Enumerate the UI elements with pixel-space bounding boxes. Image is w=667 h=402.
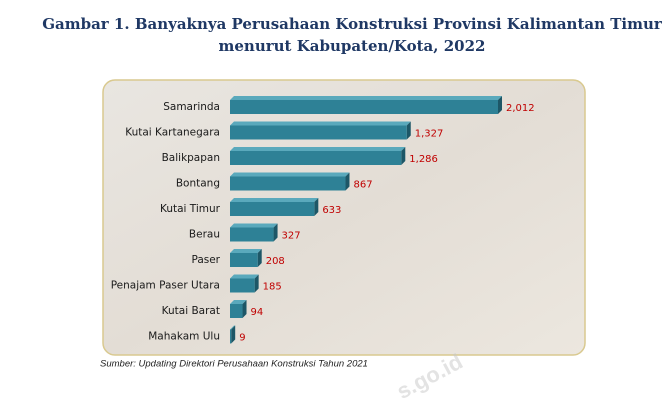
bar-top <box>230 121 411 126</box>
bar-top <box>230 172 350 177</box>
bar <box>230 274 259 293</box>
bar <box>230 198 319 216</box>
bar-side <box>273 223 278 242</box>
bar-side <box>345 172 350 191</box>
bar-side <box>406 121 411 140</box>
category-label: Mahakam Ulu <box>148 331 220 343</box>
plot-background <box>102 79 586 356</box>
bar <box>230 96 502 114</box>
bar-top <box>230 223 278 228</box>
bar-face <box>230 304 243 318</box>
bar <box>230 172 350 191</box>
bar <box>230 325 236 344</box>
bar-face <box>230 125 407 140</box>
bar-face <box>230 151 402 165</box>
bar <box>230 121 411 140</box>
category-label: Penajam Paser Utara <box>111 280 220 292</box>
bar-side <box>257 249 262 267</box>
chart-title: menurut Kabupaten/Kota, 2022 <box>219 37 486 55</box>
source: Sumber: Updating Direktori Perusahaan Ko… <box>100 359 368 370</box>
bar <box>230 249 262 267</box>
bar-face <box>230 202 315 216</box>
category-label: Samarinda <box>163 101 220 113</box>
bar-side <box>498 96 502 114</box>
watermark: s.go.id <box>392 349 466 402</box>
bar-face <box>230 176 346 191</box>
value-label: 185 <box>263 282 282 293</box>
bar-side <box>231 325 236 344</box>
bar-top <box>230 249 262 253</box>
bar <box>230 300 247 318</box>
bar-side <box>314 198 319 216</box>
bar-face <box>230 100 498 114</box>
bar-top <box>230 274 259 279</box>
category-label: Bontang <box>176 178 220 190</box>
category-label: Kutai Kartanegara <box>125 127 220 139</box>
bar-top <box>230 300 247 304</box>
category-label: Berau <box>189 229 220 241</box>
bar-top <box>230 325 236 330</box>
bar-top <box>230 96 502 100</box>
value-label: 208 <box>266 256 285 267</box>
value-label: 633 <box>322 205 341 216</box>
bar <box>230 147 406 165</box>
category-label: Paser <box>191 254 220 266</box>
value-label: 2,012 <box>506 103 535 114</box>
bar <box>230 223 278 242</box>
bar-face <box>230 253 258 267</box>
bar-top <box>230 198 319 202</box>
bar-side <box>401 147 406 165</box>
category-label: Balikpapan <box>162 152 220 164</box>
bar-side <box>242 300 247 318</box>
bar-side <box>254 274 259 293</box>
bar-face <box>230 227 274 242</box>
value-label: 867 <box>353 180 372 191</box>
category-label: Kutai Barat <box>162 305 220 317</box>
bar-top <box>230 147 406 151</box>
category-label: Kutai Timur <box>160 203 221 215</box>
value-label: 9 <box>239 333 245 344</box>
bar-face <box>230 278 255 293</box>
value-label: 94 <box>251 307 264 318</box>
bar-face <box>230 329 232 344</box>
plot: Samarinda 2,012 Kutai Kartanegara 1,327 Bali… <box>111 96 535 344</box>
chart-title: Gambar 1. Banyaknya Perusahaan Konstruks… <box>42 15 663 33</box>
value-label: 1,286 <box>409 154 438 165</box>
value-label: 327 <box>282 231 301 242</box>
value-label: 1,327 <box>415 129 444 140</box>
